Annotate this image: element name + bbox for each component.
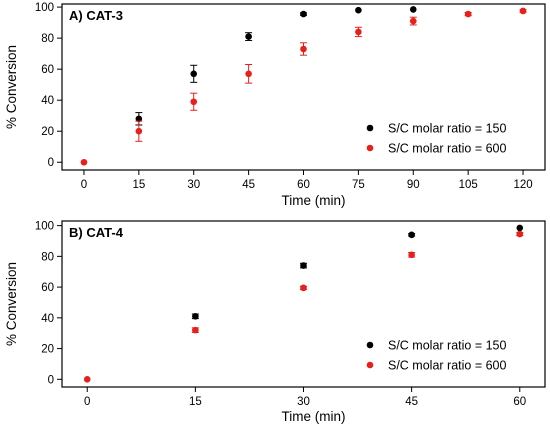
data-point-series-2	[464, 10, 472, 18]
data-point-series-1	[516, 224, 524, 232]
data-point-series-1	[300, 10, 307, 18]
legend-marker	[366, 144, 374, 152]
x-tick-label: 15	[189, 396, 202, 408]
legend-label: S/C molar ratio = 600	[388, 359, 507, 373]
data-point-series-1	[135, 115, 143, 123]
data-point-series-2	[355, 28, 362, 36]
legend-label: S/C molar ratio = 150	[388, 122, 507, 136]
chart-panel-cat-4: 0 15 30 45 60 0 20 40 60 80 100 Time (min) % Convers…	[4, 220, 546, 424]
x-tick-label: 60	[513, 396, 526, 408]
x-tick-label: 120	[513, 179, 532, 191]
data-point-series-2	[245, 70, 252, 78]
data-point-series-1	[192, 312, 199, 320]
y-tick-label: 80	[41, 251, 54, 263]
data-point-series-2	[408, 251, 415, 259]
x-tick-label: 0	[81, 179, 87, 191]
y-tick-label: 100	[35, 2, 54, 14]
x-axis-title: Time (min)	[282, 409, 346, 424]
x-tick-label: 60	[297, 179, 310, 191]
x-tick-label: 30	[187, 179, 200, 191]
x-tick-label: 105	[459, 179, 478, 191]
data-point-series-2	[192, 326, 199, 334]
legend-marker	[366, 124, 374, 132]
data-point-series-2	[135, 127, 143, 135]
data-point-series-2	[519, 7, 527, 15]
data-point-series-2	[409, 17, 417, 25]
y-tick-label: 20	[41, 344, 54, 356]
x-tick-label: 30	[297, 396, 310, 408]
panel-title: A) CAT-3	[69, 8, 123, 23]
x-tick-label: 75	[352, 179, 365, 191]
data-point-series-1	[408, 231, 415, 239]
data-point-series-2	[190, 98, 198, 106]
y-tick-label: 60	[41, 64, 54, 76]
y-axis-title: % Conversion	[4, 262, 19, 346]
y-tick-label: 20	[41, 126, 54, 138]
x-axis-title: Time (min)	[282, 193, 346, 208]
data-point-series-2	[300, 284, 307, 292]
y-tick-label: 60	[41, 282, 54, 294]
chart-panel-cat-3: 0 15 30 45 60 75 90 105 120 0 20 40 60 80 100 Time (min…	[4, 2, 546, 208]
data-point-series-2	[300, 45, 307, 53]
data-point-series-2	[516, 230, 524, 238]
legend-label: S/C molar ratio = 150	[388, 339, 507, 353]
legend-marker	[366, 361, 374, 369]
y-tick-label: 40	[41, 313, 54, 325]
y-axis-title: % Conversion	[4, 45, 19, 129]
x-tick-label: 45	[405, 396, 418, 408]
y-tick-label: 40	[41, 95, 54, 107]
x-tick-label: 15	[132, 179, 145, 191]
data-point-series-2	[83, 376, 91, 383]
data-point-series-1	[300, 262, 307, 269]
x-tick-label: 45	[242, 179, 255, 191]
legend-marker	[366, 341, 374, 349]
data-point-series-1	[409, 6, 417, 13]
data-point-series-1	[190, 70, 198, 78]
y-tick-label: 100	[35, 221, 54, 233]
y-tick-label: 80	[41, 33, 54, 45]
legend-label: S/C molar ratio = 600	[388, 142, 507, 156]
y-tick-label: 0	[48, 157, 54, 169]
x-tick-label: 90	[407, 179, 420, 191]
data-point-series-1	[355, 6, 362, 14]
x-tick-label: 0	[84, 396, 90, 408]
y-tick-label: 0	[48, 374, 54, 386]
data-point-series-1	[245, 33, 252, 40]
data-point-series-2	[80, 158, 88, 166]
panel-title: B) CAT-4	[69, 225, 124, 240]
